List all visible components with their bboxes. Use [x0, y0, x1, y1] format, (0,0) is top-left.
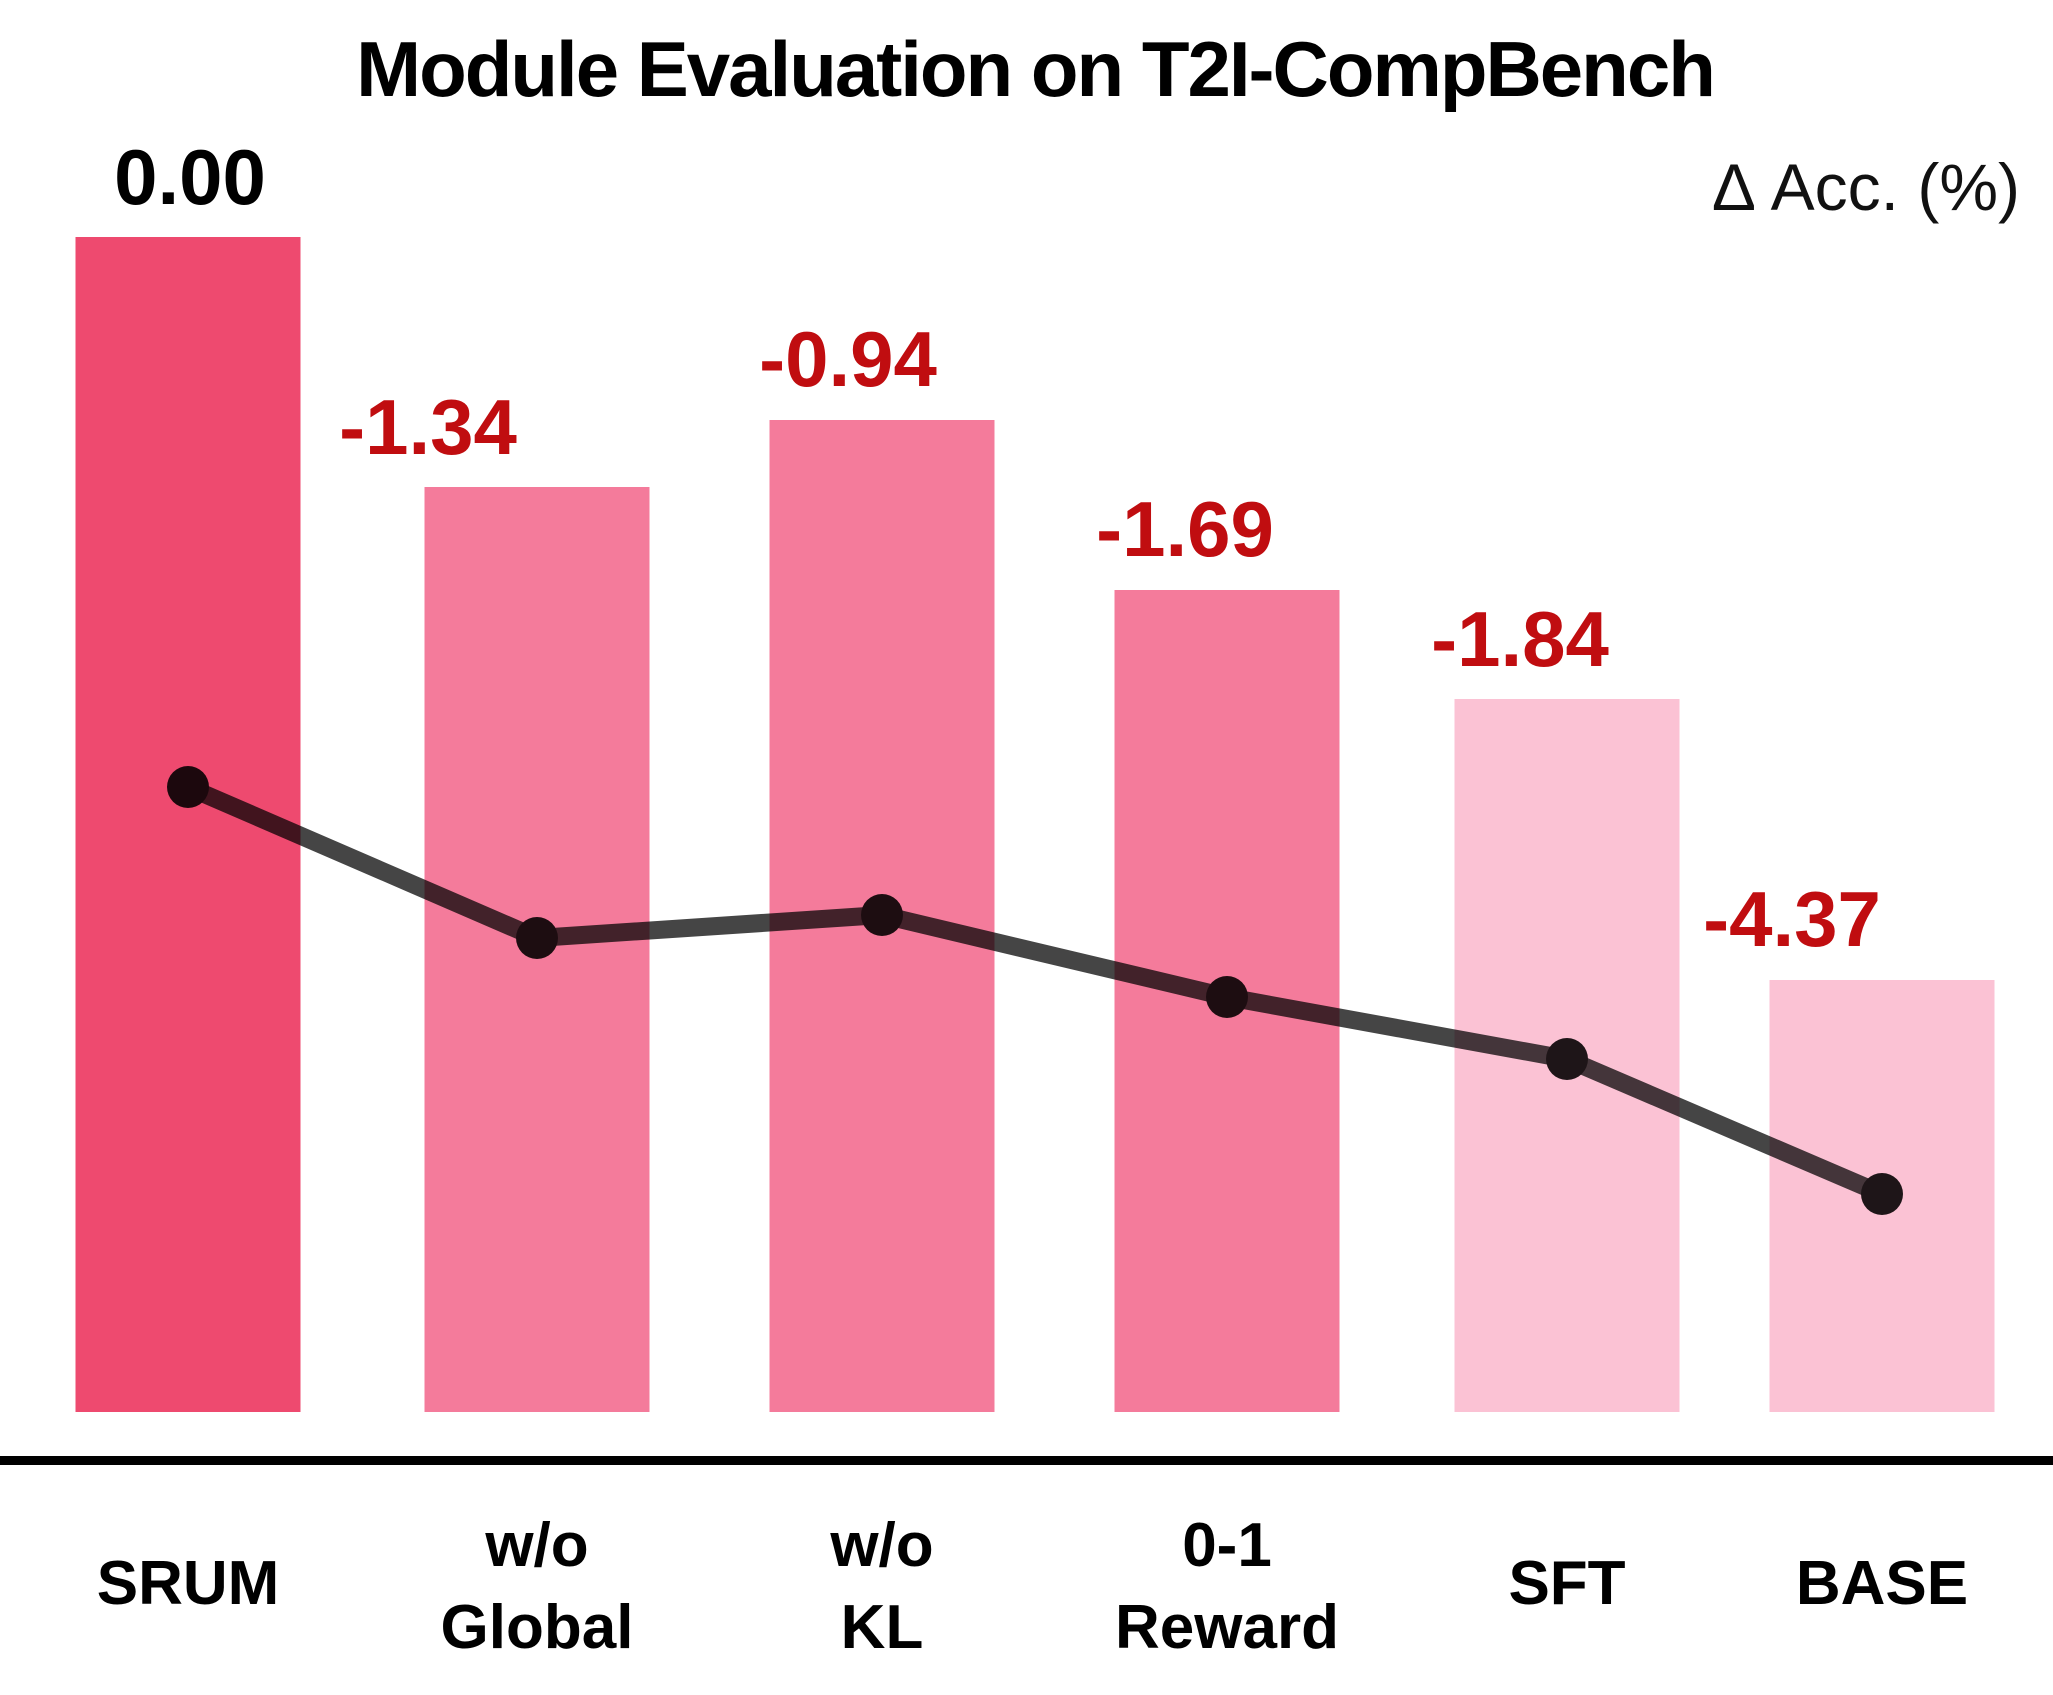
value-label-0-1-reward: -1.69	[1096, 485, 1274, 573]
trend-marker-srum	[167, 766, 209, 808]
trend-marker-base	[1861, 1173, 1903, 1215]
trend-marker-sft	[1546, 1038, 1588, 1080]
category-label-base: BASE	[1796, 1549, 1968, 1618]
x-axis-line	[0, 1456, 2053, 1465]
trend-marker-w-o-kl	[861, 894, 903, 936]
trend-marker-w-o-global	[516, 917, 558, 959]
trend-line-group	[167, 766, 1903, 1215]
category-label-0-1-reward-line1: 0-1	[1182, 1511, 1272, 1580]
category-labels-group: SRUM w/o Global w/o KL 0-1 Reward SFT BASE	[97, 1511, 1968, 1662]
chart-title: Module Evaluation on T2I-CompBench	[356, 25, 1714, 113]
delta-acc-annotation: Δ Acc. (%)	[1712, 150, 2020, 224]
category-label-w-o-global-line2: Global	[441, 1593, 634, 1662]
value-label-sft: -1.84	[1431, 595, 1609, 683]
value-label-base: -4.37	[1703, 875, 1881, 963]
category-label-w-o-global-line1: w/o	[484, 1511, 588, 1580]
value-label-srum: 0.00	[114, 133, 266, 221]
category-label-w-o-kl-line2: KL	[841, 1593, 924, 1662]
value-label-w-o-global: -1.34	[339, 383, 517, 471]
value-label-w-o-kl: -0.94	[759, 315, 937, 403]
category-label-srum: SRUM	[97, 1549, 280, 1618]
trend-marker-0-1-reward	[1206, 976, 1248, 1018]
value-labels-group: 0.00 -1.34 -0.94 -1.69 -1.84 -4.37	[114, 133, 1881, 963]
category-label-sft: SFT	[1508, 1549, 1625, 1618]
category-label-w-o-kl-line1: w/o	[829, 1511, 933, 1580]
category-label-0-1-reward-line2: Reward	[1115, 1593, 1339, 1662]
trend-line	[179, 778, 1891, 1203]
